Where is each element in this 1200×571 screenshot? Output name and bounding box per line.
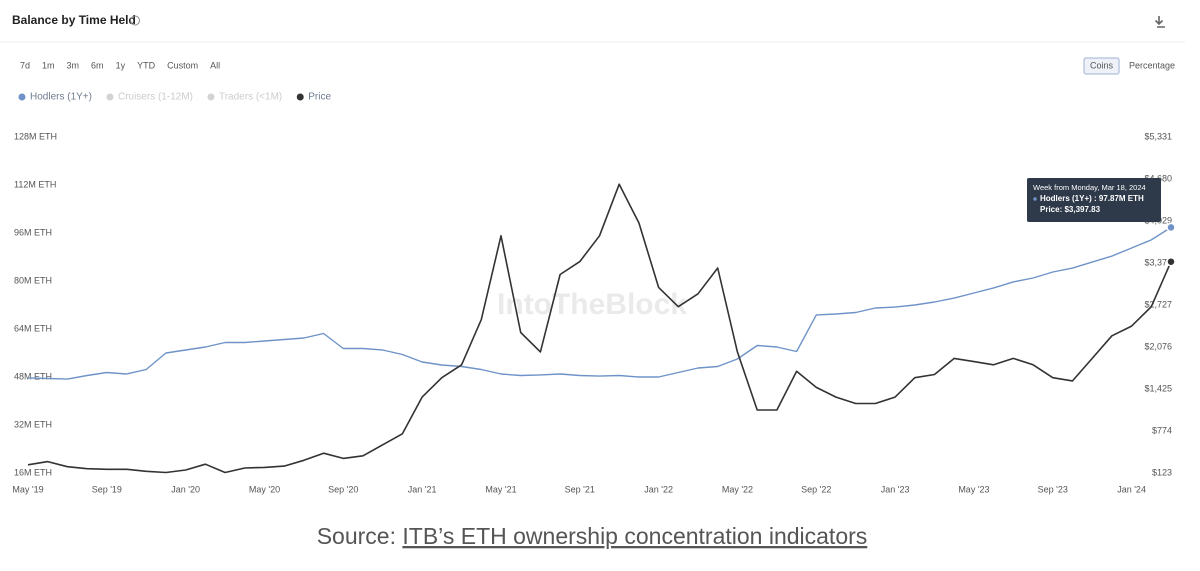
range-button[interactable]: YTD [137,60,156,70]
y2-tick-label: $1,425 [1144,383,1172,393]
mode-active-box[interactable] [1083,57,1120,75]
legend: Hodlers (1Y+) Cruisers (1-12M) Traders (<1… [18,92,331,103]
legend-marker[interactable] [296,93,304,101]
series-line [27,183,1172,474]
x-tick-label: Jan '22 [644,484,673,494]
tooltip-box [1027,178,1161,222]
y2-tick-label: $123 [1152,467,1172,477]
tooltip-line: Price: $3,397.83 [1040,205,1101,214]
tooltip-dot [1033,197,1037,201]
caption-prefix: Source: [317,523,403,549]
x-tick-label: May '19 [12,484,43,494]
range-button[interactable]: Custom [167,60,198,70]
series-line [27,226,1172,380]
plot [27,183,1176,474]
y2-tick-label: $774 [1152,425,1172,435]
x-tick-label: Sep '22 [801,484,831,494]
x-tick-label: Sep '21 [565,484,595,494]
caption-link[interactable]: ITB’s ETH ownership concentration indica… [402,523,867,549]
y-tick-label: 128M ETH [14,131,57,141]
range-button[interactable]: All [210,60,220,70]
range-buttons: 7d 1m 3m 6m 1y YTD Custom All [20,60,220,70]
range-button[interactable]: 1m [42,60,55,70]
legend-label[interactable]: Price [308,92,331,103]
x-tick-label: May '20 [249,484,280,494]
tooltip-line: Hodlers (1Y+) : 97.87M ETH [1040,194,1144,203]
x-tick-label: Sep '19 [92,484,122,494]
help-icon[interactable] [130,15,140,26]
y-tick-label: 48M ETH [14,371,52,381]
y-tick-label: 16M ETH [14,467,52,477]
y-tick-label: 96M ETH [14,227,52,237]
x-tick-label: Sep '23 [1038,484,1068,494]
legend-marker[interactable] [18,93,26,101]
card [0,0,1185,505]
y2-tick-label: $5,331 [1144,131,1172,141]
y2-tick-label: $2,076 [1144,341,1172,351]
chart-title: Balance by Time Held [12,13,136,27]
legend-marker[interactable] [207,93,215,101]
range-button[interactable]: 3m [67,60,80,70]
y-tick-label: 112M ETH [14,179,56,189]
range-button[interactable]: 6m [91,60,104,70]
mode-button[interactable]: Coins [1090,60,1114,70]
range-button[interactable]: 7d [20,60,30,70]
x-tick-label: Jan '23 [881,484,910,494]
y-tick-label: 80M ETH [14,275,52,285]
endpoint-marker [1166,256,1176,267]
y2-tick-label: $3,378 [1144,257,1172,267]
download-icon[interactable] [1154,16,1166,28]
legend-marker[interactable] [106,93,114,101]
tooltip: Week from Monday, Mar 18, 2024 Hodlers (1… [1027,178,1161,222]
endpoint-marker [1166,222,1176,233]
legend-label[interactable]: Hodlers (1Y+) [30,92,92,103]
x-tick-label: Sep '20 [328,484,358,494]
x-tick-label: May '23 [958,484,989,494]
x-tick-label: May '22 [722,484,753,494]
x-tick-label: Jan '21 [408,484,437,494]
mode-button[interactable]: Percentage [1129,60,1175,70]
legend-label[interactable]: Cruisers (1-12M) [118,92,193,103]
caption: Source: ITB’s ETH ownership concentratio… [317,523,868,549]
mode-buttons: Coins Percentage [1083,57,1175,75]
y-tick-label: 32M ETH [14,419,52,429]
legend-label[interactable]: Traders (<1M) [219,92,282,103]
x-tick-label: Jan '20 [171,484,200,494]
x-tick-label: May '21 [485,484,516,494]
watermark: IntoTheBlock [497,288,687,321]
x-tick-label: Jan '24 [1117,484,1146,494]
y2-tick-label: $2,727 [1144,299,1172,309]
y-tick-label: 64M ETH [14,323,52,333]
tooltip-title: Week from Monday, Mar 18, 2024 [1033,183,1146,192]
range-button[interactable]: 1y [116,60,126,70]
